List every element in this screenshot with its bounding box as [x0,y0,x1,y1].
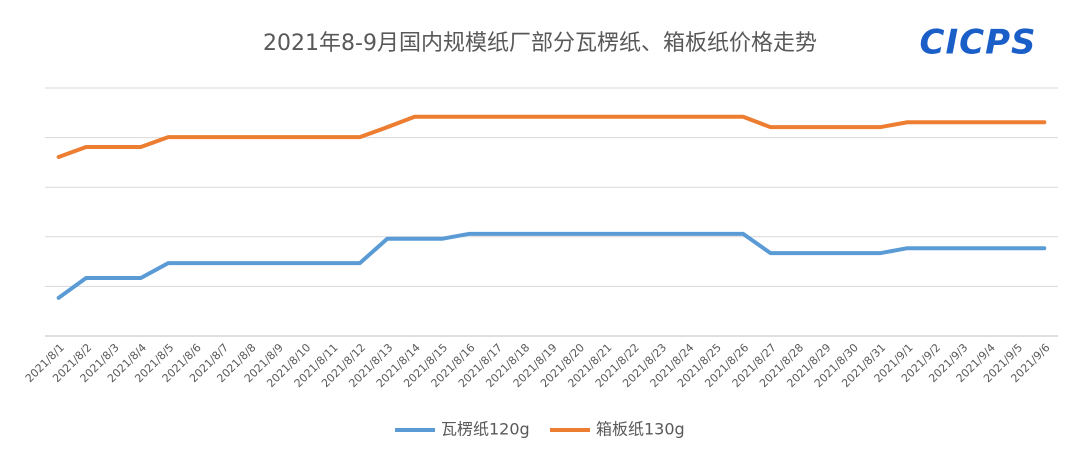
legend-label: 瓦楞纸120g [441,420,530,439]
legend-label: 箱板纸130g [596,420,685,439]
line-series [56,114,1047,159]
logo: CICPS [920,23,1037,63]
chart-title: 2021年8-9月国内规模纸厂部分瓦楞纸、箱板纸价格走势 [263,31,817,56]
line-series [56,231,1047,300]
